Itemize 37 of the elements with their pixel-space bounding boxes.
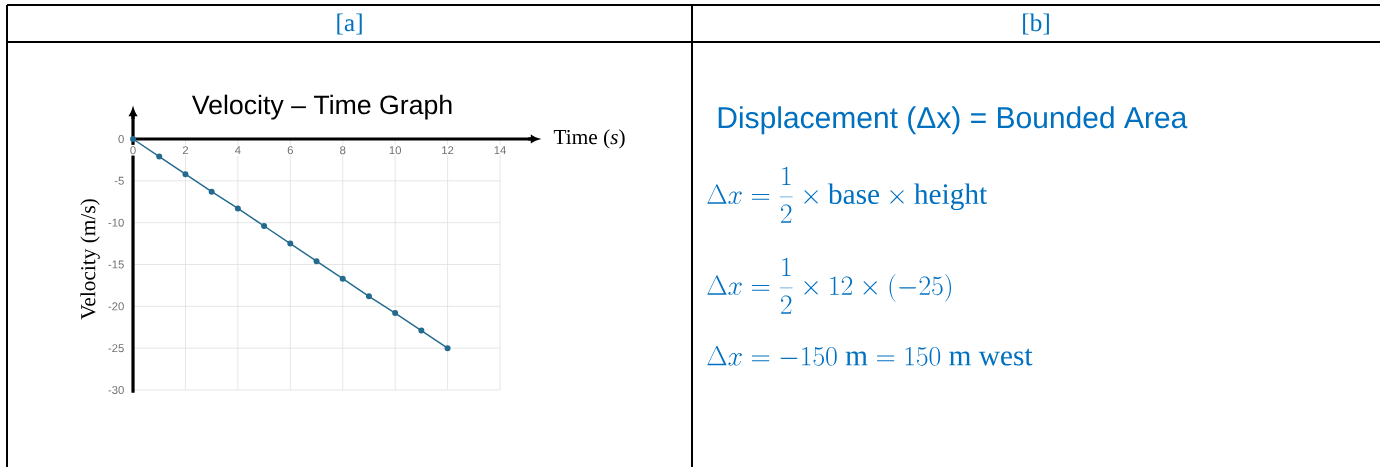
y-tick-label: -30 [108,385,124,394]
x-tick-label: 4 [234,146,241,154]
point [313,258,320,265]
x-tick-label: 0 [130,146,136,155]
x-tick-label: 12 [442,146,454,155]
y-tick-label: -20 [108,302,124,311]
y-axis-title: Velocity (m/s) [80,199,100,320]
x-tick-label: 6 [287,146,293,155]
y-tick-label: 0 [118,134,124,143]
point [182,171,189,178]
text: $\Delta x = \frac{1}{2} \times 12 \times (-25)$ [707,257,952,314]
x-tick-label: 10 [389,146,402,155]
text: Displacement (Δx) = Bounded Area [718,106,1188,135]
point [365,293,372,300]
x-tick-label: 2 [182,146,189,155]
x-axis-title: Time (s) [553,129,625,149]
chart-title: Velocity – Time Graph [191,94,452,120]
text: [b] [1023,13,1049,35]
point [392,310,399,317]
point [418,327,425,334]
point [444,345,451,352]
y-tick-label: -10 [108,218,124,227]
text: $\Delta x = -150\ \mathrm{m} = 150\ \mathrm{m\ west}$ [707,345,1033,366]
y-tick-label: -25 [108,344,124,353]
point [156,153,163,160]
point [339,275,346,282]
point [261,223,268,230]
point [287,240,294,247]
point [130,135,137,142]
y-tick-label: -5 [114,176,124,185]
y-tick-label: -15 [108,260,124,269]
point [208,188,215,195]
point [234,205,241,212]
text: [a] [337,13,362,35]
x-tick-label: 14 [494,146,506,154]
text: $\Delta x = \frac{1}{2} \times \mathrm{base} \times \mathrm{height}$ [707,166,988,223]
x-tick-label: 8 [340,146,346,155]
